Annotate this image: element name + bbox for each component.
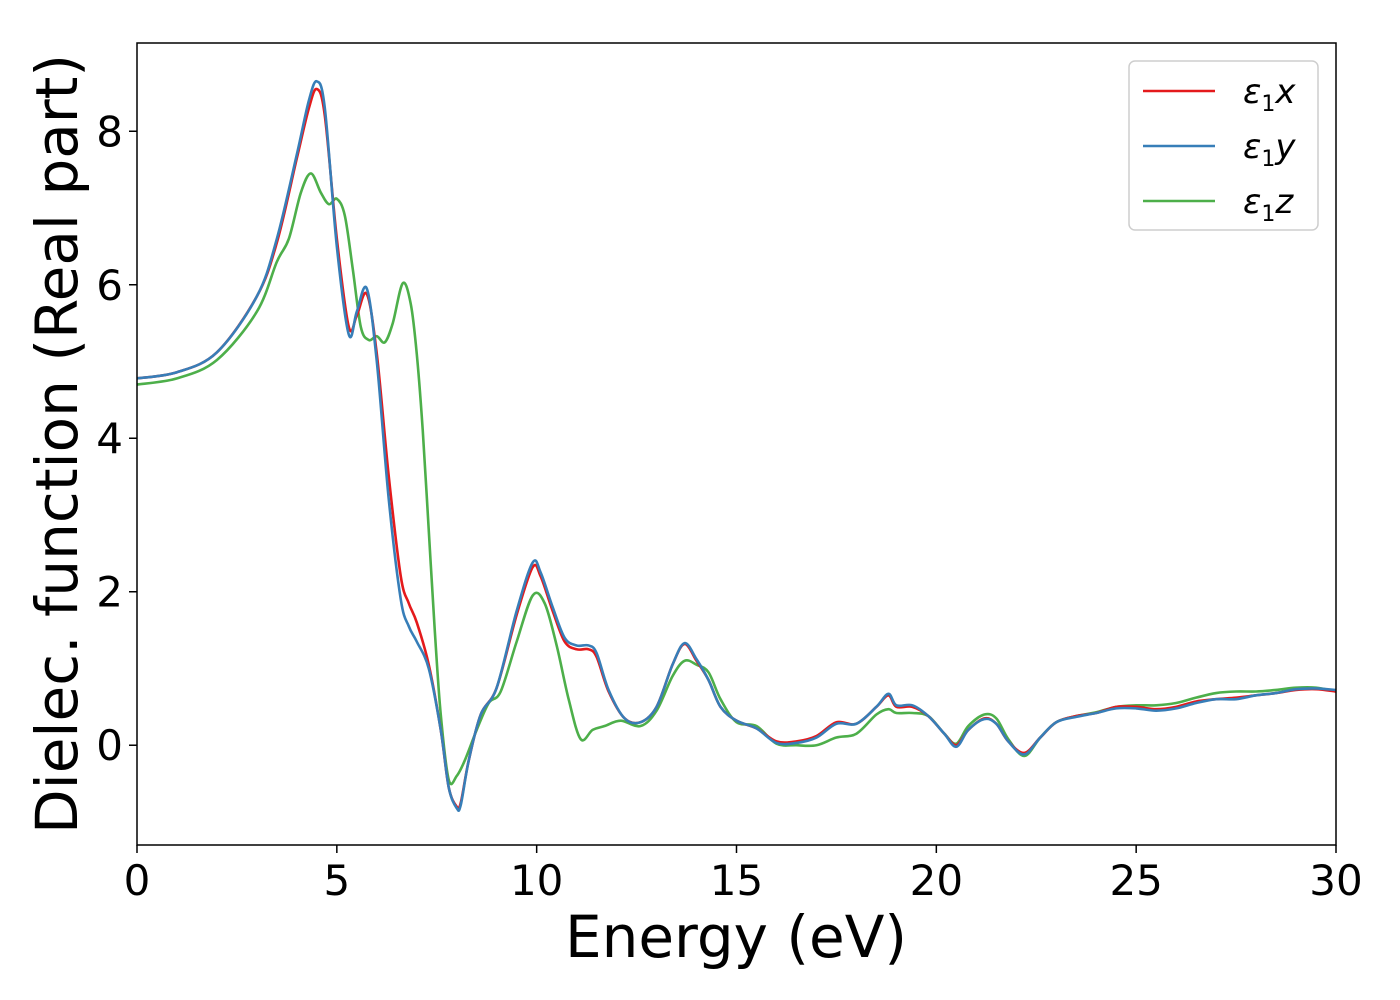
legend-label-z: ε1z [1243,182,1294,227]
legend-label-y: ε1y [1243,127,1296,172]
x-tick-label: 10 [510,856,563,905]
y-tick-label: 4 [96,414,123,463]
legend-label-x: ε1x [1243,72,1296,117]
x-tick-label: 15 [710,856,763,905]
legend-box [1128,60,1319,231]
y-tick-label: 6 [96,261,123,310]
series-layer [137,80,1336,813]
x-axis-title: Energy (eV) [565,903,907,971]
x-tick-label: 5 [323,856,350,905]
x-axis-ticks: 0 5 10 15 20 25 30 [124,845,1363,905]
x-tick-label: 25 [1109,856,1162,905]
series-line-y [137,80,1336,813]
y-tick-label: 0 [96,721,123,770]
x-tick-label: 20 [910,856,963,905]
x-tick-label: 0 [124,856,151,905]
y-tick-label: 8 [96,107,123,156]
legend: ε1x ε1y ε1z [1128,60,1319,231]
y-axis-title: Dielec. function (Real part) [23,54,91,834]
y-axis-ticks: 0 2 4 6 8 [96,107,137,770]
x-tick-label: 30 [1309,856,1362,905]
y-tick-label: 2 [96,568,123,617]
